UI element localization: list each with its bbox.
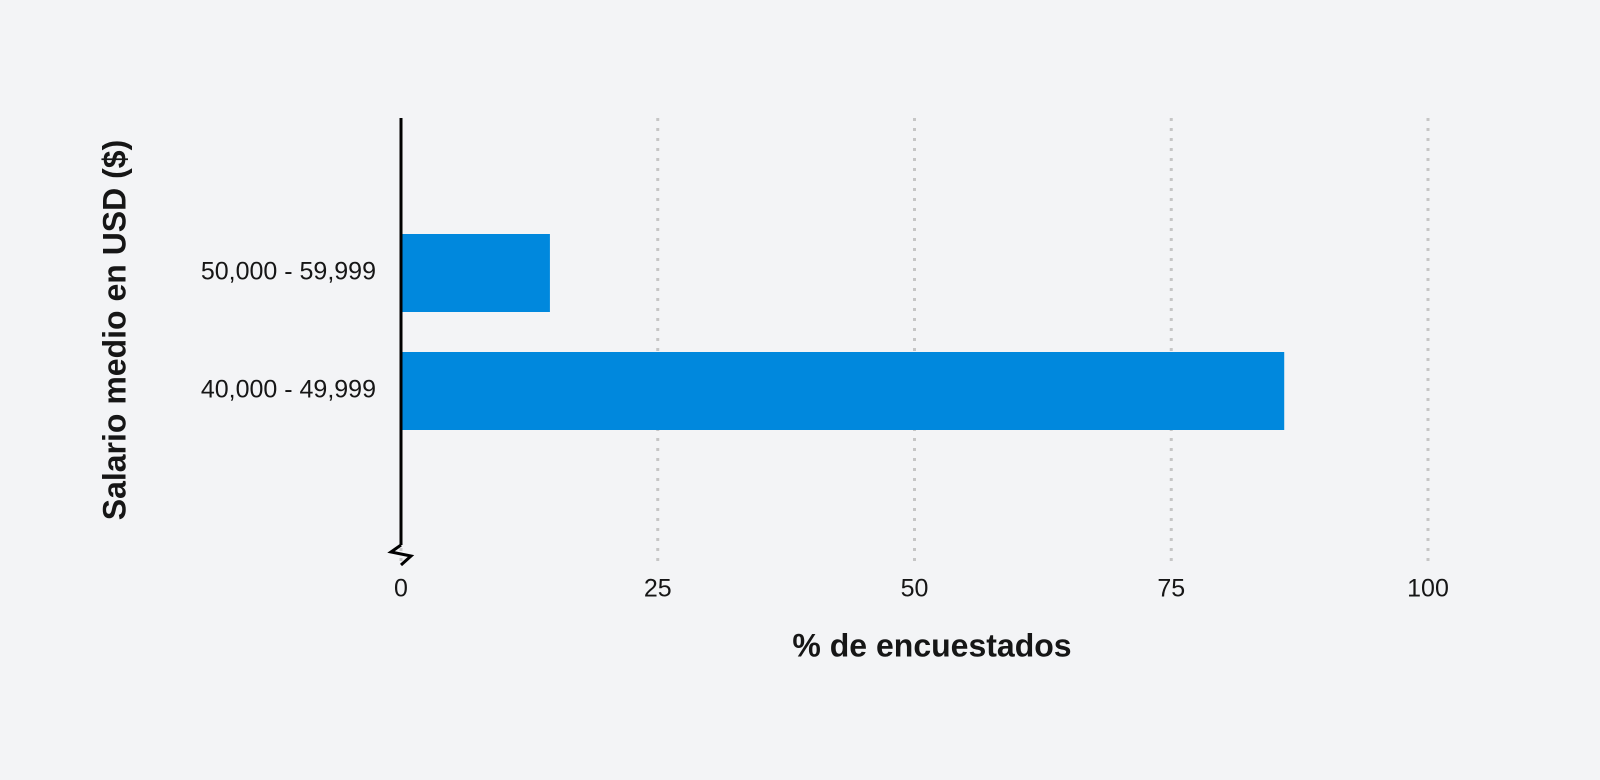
y-axis-title: Salario medio en USD ($) <box>96 140 132 521</box>
axis-break <box>387 543 415 567</box>
x-tick-label: 25 <box>644 575 672 603</box>
bar <box>401 234 550 312</box>
x-tick-label: 0 <box>394 575 408 603</box>
x-tick-label: 50 <box>901 575 929 603</box>
x-axis-title: % de encuestados <box>792 627 1071 663</box>
x-tick-label: 75 <box>1157 575 1185 603</box>
y-tick-label: 40,000 - 49,999 <box>201 376 376 404</box>
y-tick-label: 50,000 - 59,999 <box>201 258 376 286</box>
x-tick-label: 100 <box>1407 575 1449 603</box>
bar <box>401 352 1285 430</box>
